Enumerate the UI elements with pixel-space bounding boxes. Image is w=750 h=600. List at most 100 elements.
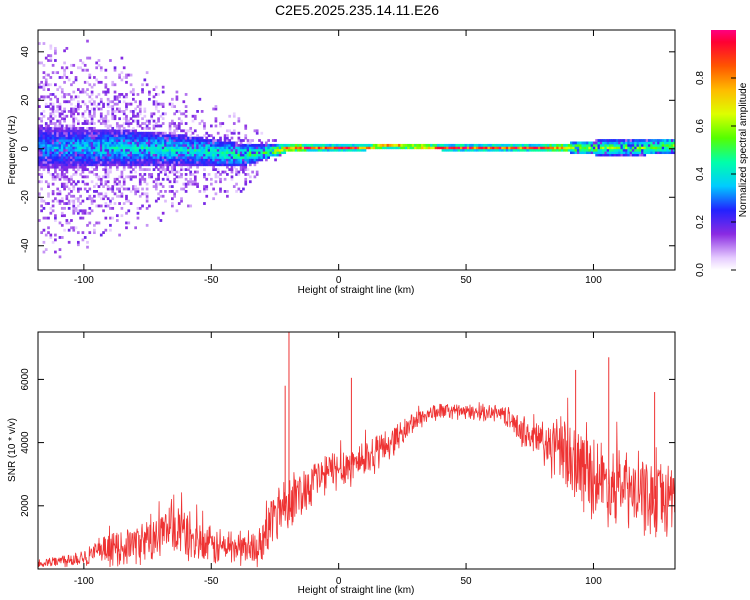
spectrogram-cell (148, 151, 151, 155)
spectrogram-cell (125, 158, 128, 162)
spectrogram-cell (141, 151, 144, 155)
spectrogram-cell (148, 126, 151, 130)
spectrogram-cell (184, 134, 188, 138)
spectrogram-cell (42, 63, 46, 67)
spectrogram-cell (63, 68, 66, 72)
spectrogram-cell (54, 141, 57, 145)
spectrogram-cell (51, 102, 55, 106)
spectrogram-cell (168, 156, 172, 159)
spectrogram-cell (99, 100, 103, 104)
spectrogram-cell (97, 148, 101, 152)
spectrogram-cell (60, 158, 64, 162)
spectrogram-cell (106, 124, 110, 128)
spectrogram-cell (49, 160, 53, 164)
spectrogram-cell (203, 151, 206, 155)
spectrogram-cell (81, 129, 85, 133)
spectrogram-cell (168, 102, 172, 106)
spectrogram-cell (223, 148, 227, 152)
spectrogram-cell (132, 119, 135, 123)
spectrogram-cell (260, 156, 264, 159)
spectrogram-cell (255, 129, 259, 133)
spectrogram-cell (63, 141, 66, 145)
spectrogram-cell (246, 146, 250, 150)
spectrogram-cell (44, 105, 48, 108)
spectrogram-cell (175, 124, 179, 128)
spectrogram-cell (533, 146, 537, 150)
spectrogram-cell (44, 73, 48, 77)
spectrogram-cell (90, 97, 94, 101)
spectrogram-cell (189, 160, 193, 164)
spectrogram-cell (93, 102, 96, 106)
spectrogram-cell (634, 146, 637, 150)
spectrogram-cell (143, 143, 147, 147)
spectrogram-cell (150, 143, 154, 147)
spectrogram-cell (237, 173, 241, 176)
spectrogram-cell (88, 100, 92, 104)
spectrogram-cell (76, 107, 80, 111)
spectrogram-cell (226, 146, 229, 150)
spectrogram-cell (127, 129, 131, 133)
spectrogram-cell (109, 160, 112, 164)
spectrogram-cell (248, 163, 252, 167)
spectrogram-cell (47, 163, 50, 167)
spectrogram-cell (86, 156, 89, 159)
spectrogram-cell (42, 114, 46, 118)
spectrogram-cell (74, 78, 78, 82)
spectrogram-cell (115, 122, 119, 125)
spectrogram-cell (219, 153, 222, 157)
spectrogram-cell (115, 148, 119, 152)
spectrogram-cell (152, 180, 156, 184)
spectrogram-cell (196, 139, 199, 142)
spectrogram-cell (104, 168, 108, 171)
spectrogram-cell (505, 143, 509, 147)
spectrogram-cell (239, 158, 243, 162)
spectrogram-cell (141, 192, 144, 196)
spectrogram-cell (462, 146, 465, 150)
spectrogram-cell (83, 160, 87, 164)
spectrogram-cell (381, 146, 385, 150)
spectrogram-cell (609, 146, 612, 150)
spectrogram-cell (384, 143, 387, 147)
spectrogram-cell (132, 187, 135, 191)
spectrogram-cell (63, 163, 66, 167)
spectrogram-cell (347, 143, 351, 147)
spectrogram-cell (51, 110, 55, 113)
spectrogram-cell (63, 139, 66, 142)
spectrogram-cell (205, 136, 209, 140)
spectrogram-cell (54, 51, 57, 55)
spectrogram-cell (203, 139, 206, 142)
spectrogram-cell (232, 160, 236, 164)
spectrogram-cell (40, 139, 43, 142)
spectrogram-cell (191, 148, 195, 152)
spectrogram-cell (168, 153, 172, 157)
spectrogram-cell (93, 199, 96, 203)
spectrogram-cell (134, 192, 137, 196)
spectrogram-cell (189, 126, 193, 130)
spectrogram-cell (90, 199, 94, 203)
spectrogram-cell (42, 129, 46, 133)
spectrogram-cell (72, 156, 76, 159)
spectrogram-cell (74, 143, 78, 147)
spectrogram-cell (120, 173, 124, 176)
spectrogram-cell (175, 95, 179, 99)
spectrogram-cell (138, 175, 142, 179)
spectrogram-cell (154, 139, 158, 142)
spectrogram-cell (49, 107, 53, 111)
spectrogram-cell (51, 134, 55, 138)
spectrogram-cell (629, 146, 633, 150)
spectrogram-cell (70, 136, 73, 140)
spectrogram-cell (595, 143, 598, 147)
spectrogram-cell (44, 124, 48, 128)
spectrogram-cell (166, 139, 170, 142)
spectrogram-cell (95, 182, 99, 186)
spectrogram-cell (177, 136, 181, 140)
spectrogram-cell (76, 168, 80, 171)
spectrogram-cell (97, 175, 101, 179)
spectrogram-cell (524, 148, 527, 152)
spectrogram-cell (109, 136, 112, 140)
spectrogram-cell (193, 153, 197, 157)
spectrogram-cell (106, 148, 110, 152)
spectrogram-cell (329, 146, 332, 150)
spectrogram-cell (152, 124, 156, 128)
spectrogram-cell (42, 206, 46, 210)
